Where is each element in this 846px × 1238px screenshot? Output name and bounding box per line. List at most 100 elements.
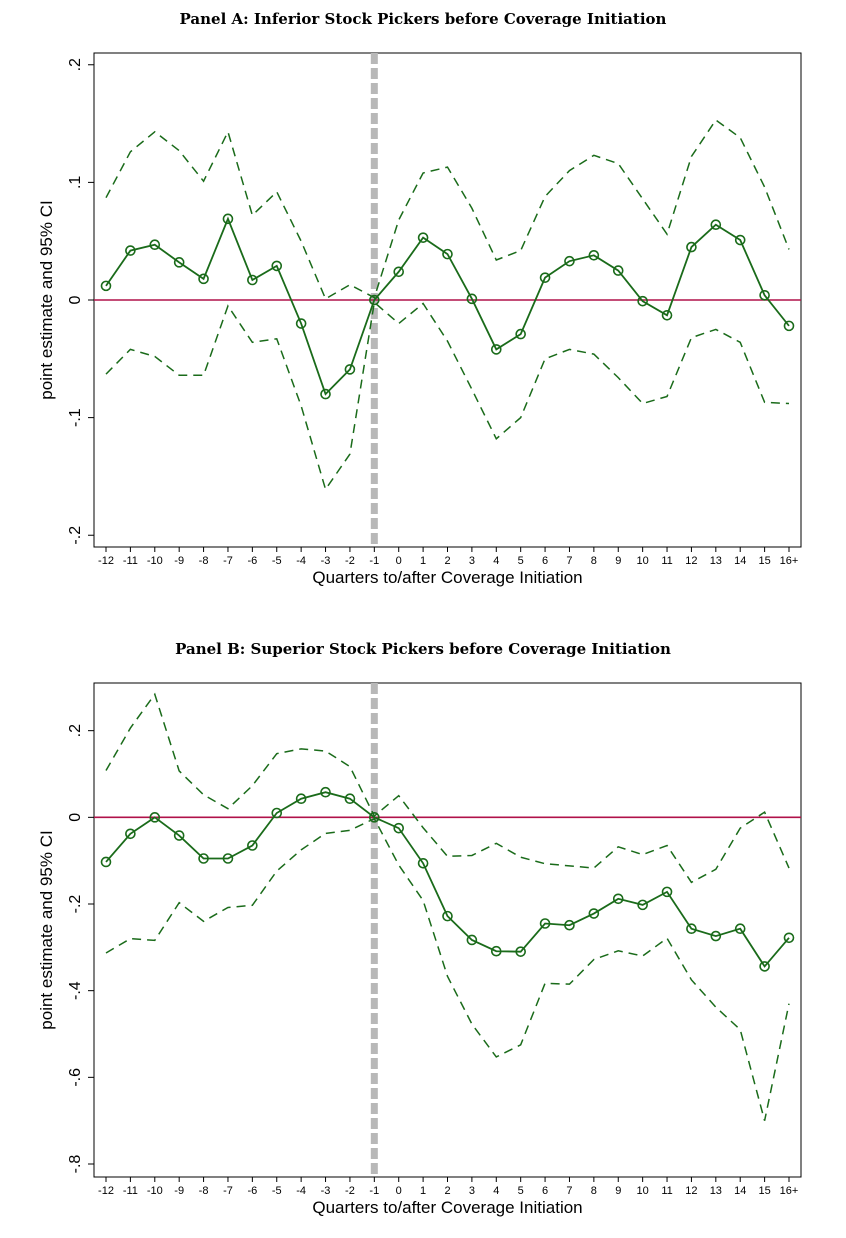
point-estimate-line xyxy=(105,791,790,968)
x-tick-label: -12 xyxy=(98,555,114,567)
x-tick-label: 16+ xyxy=(780,1185,799,1197)
x-axis-title: Quarters to/after Coverage Initiation xyxy=(312,568,582,587)
point-estimate-marker xyxy=(295,793,307,804)
point-estimate-marker xyxy=(149,812,161,823)
point-estimate-marker xyxy=(320,388,331,400)
ci-lower-line xyxy=(105,300,790,492)
point-estimate-line xyxy=(105,216,790,396)
x-tick-label: 1 xyxy=(420,1185,426,1197)
y-tick-label: 0 xyxy=(67,295,84,304)
y-tick-label: -.4 xyxy=(67,981,84,1000)
point-estimate-marker xyxy=(198,853,209,864)
x-tick-label: 3 xyxy=(469,555,475,567)
point-estimate-marker xyxy=(100,856,112,868)
point-estimate-marker xyxy=(466,293,478,305)
x-tick-label: 12 xyxy=(685,1185,697,1197)
point-estimate-marker xyxy=(686,923,697,935)
point-estimate-marker xyxy=(686,241,697,253)
x-tick-label: -2 xyxy=(345,555,355,567)
point-estimate-marker xyxy=(759,289,770,301)
point-estimate-marker xyxy=(515,946,526,957)
x-tick-label: -8 xyxy=(199,1185,209,1197)
x-tick-label: -7 xyxy=(223,1185,233,1197)
x-tick-label: 0 xyxy=(396,555,402,567)
x-tick-label: 2 xyxy=(444,1185,450,1197)
x-tick-label: 15 xyxy=(758,555,770,567)
x-tick-label: -11 xyxy=(123,555,138,567)
x-tick-label: 4 xyxy=(493,555,499,567)
point-estimate-marker xyxy=(588,908,600,919)
point-estimate-marker xyxy=(783,932,795,944)
x-tick-label: -2 xyxy=(345,1185,355,1197)
point-estimate-marker xyxy=(442,910,453,922)
y-tick-label: .2 xyxy=(67,58,84,71)
point-estimate-marker xyxy=(125,828,136,840)
point-estimate-marker xyxy=(369,812,380,823)
point-estimate-marker xyxy=(344,793,356,804)
x-tick-label: -6 xyxy=(247,1185,257,1197)
x-tick-label: -10 xyxy=(147,1185,163,1197)
point-estimate-marker xyxy=(320,786,331,798)
panel-a-chart: .2.10-.1-.2-12 -11 -10 -9 -8 -7 -6 -5 -4 -3 -2 -1 0 1… xyxy=(37,52,802,587)
x-tick-label: 7 xyxy=(566,1185,572,1197)
point-estimate-marker xyxy=(295,318,307,329)
x-tick-label: 0 xyxy=(396,1185,402,1197)
point-estimate-marker xyxy=(734,234,746,246)
point-estimate-marker xyxy=(393,822,405,834)
x-tick-label: 4 xyxy=(493,1185,499,1197)
x-tick-label: -4 xyxy=(296,555,306,567)
x-tick-label: 14 xyxy=(734,555,746,567)
x-tick-label: -7 xyxy=(223,555,233,567)
ci-lower-line xyxy=(105,817,790,1121)
y-tick-label: -.2 xyxy=(67,895,84,914)
y-tick-label: 0 xyxy=(67,813,84,822)
point-estimate-marker xyxy=(515,328,526,340)
x-tick-label: 8 xyxy=(591,1185,597,1197)
x-tick-label: 11 xyxy=(661,1185,672,1197)
point-estimate-marker xyxy=(661,309,673,321)
y-axis-title: point estimate and 95% CI xyxy=(37,200,56,399)
x-tick-label: 3 xyxy=(469,1185,475,1197)
y-tick-label: -.2 xyxy=(67,526,84,545)
point-estimate-marker xyxy=(271,260,283,272)
x-tick-label: 10 xyxy=(637,555,649,567)
x-tick-label: 9 xyxy=(615,1185,621,1197)
y-axis-title: point estimate and 95% CI xyxy=(37,830,56,1029)
point-estimate-marker xyxy=(247,840,258,851)
point-estimate-marker xyxy=(710,219,722,231)
x-axis-title: Quarters to/after Coverage Initiation xyxy=(312,1198,582,1217)
point-estimate-marker xyxy=(612,893,624,905)
x-tick-label: -1 xyxy=(369,1185,379,1197)
x-tick-label: -3 xyxy=(321,1185,331,1197)
point-estimate-marker xyxy=(393,266,405,278)
x-tick-label: 12 xyxy=(685,555,697,567)
y-tick-label: -.6 xyxy=(67,1068,84,1087)
y-tick-label: .2 xyxy=(67,724,84,737)
point-estimate-marker xyxy=(222,853,234,864)
point-estimate-marker xyxy=(710,930,722,942)
x-tick-label: 5 xyxy=(518,555,524,567)
x-tick-label: 13 xyxy=(710,555,722,567)
point-estimate-marker xyxy=(417,232,429,243)
x-tick-label: 14 xyxy=(734,1185,746,1197)
point-estimate-marker xyxy=(588,250,600,261)
x-tick-label: -5 xyxy=(272,1185,282,1197)
point-estimate-marker xyxy=(564,255,575,267)
x-tick-label: 10 xyxy=(637,1185,649,1197)
panel-b: Panel B: Superior Stock Pickers before C… xyxy=(0,630,846,1238)
point-estimate-marker xyxy=(564,919,575,931)
x-tick-label: -8 xyxy=(199,555,209,567)
x-tick-label: 8 xyxy=(591,555,597,567)
point-estimate-marker xyxy=(637,899,648,911)
point-estimate-marker xyxy=(637,295,648,307)
x-tick-label: -3 xyxy=(321,555,331,567)
x-tick-label: 6 xyxy=(542,555,548,567)
x-tick-label: -10 xyxy=(147,555,163,567)
point-estimate-marker xyxy=(222,213,234,225)
x-tick-label: -9 xyxy=(174,1185,184,1197)
panel-a: Panel A: Inferior Stock Pickers before C… xyxy=(0,0,846,615)
point-estimate-marker xyxy=(198,273,209,285)
x-tick-label: 6 xyxy=(542,1185,548,1197)
x-tick-label: -12 xyxy=(98,1185,114,1197)
panel-a-title: Panel A: Inferior Stock Pickers before C… xyxy=(179,10,667,28)
